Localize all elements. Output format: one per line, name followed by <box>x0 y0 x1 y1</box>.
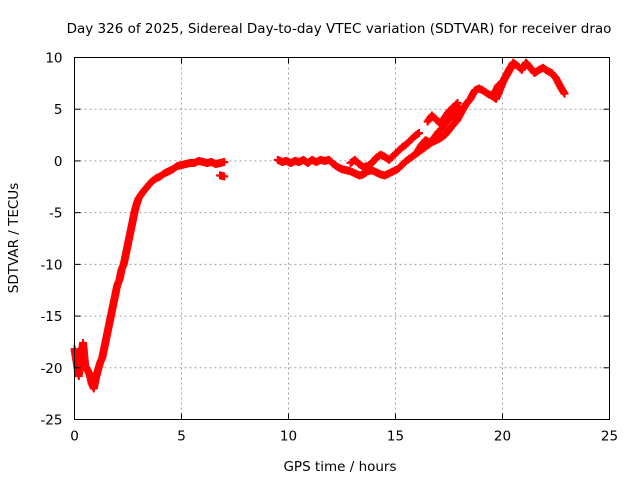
y-tick-label: -5 <box>49 206 62 222</box>
y-tick-label: 10 <box>45 51 62 67</box>
x-tick-label: 0 <box>70 429 79 445</box>
data-point-interp <box>413 130 422 139</box>
x-axis-label: GPS time / hours <box>283 459 396 475</box>
x-tick-labels: 0 5 10 15 20 25 <box>70 429 618 445</box>
data-point-interp <box>452 100 461 109</box>
data-point <box>415 129 424 138</box>
chart-title: Day 326 of 2025, Sidereal Day-to-day VTE… <box>67 21 612 37</box>
y-axis-label: SDTVAR / TECUs <box>6 183 22 293</box>
data-point <box>220 172 229 181</box>
x-tick-label: 15 <box>387 429 404 445</box>
data-point <box>453 99 462 108</box>
y-tick-label: -15 <box>40 309 62 325</box>
axis-ticks <box>74 57 610 420</box>
x-tick-label: 20 <box>494 429 511 445</box>
x-tick-label: 25 <box>601 429 618 445</box>
data-points <box>70 58 569 393</box>
y-tick-label: 0 <box>54 154 63 170</box>
data-point <box>560 89 569 98</box>
plot-frame <box>74 57 610 420</box>
y-tick-label: 5 <box>54 102 63 118</box>
data-point <box>220 157 229 166</box>
y-tick-labels: -25 -20 -15 -10 -5 0 5 10 <box>40 51 62 429</box>
y-tick-label: -10 <box>40 257 62 273</box>
y-tick-label: -20 <box>40 361 62 377</box>
grid-lines <box>74 57 610 420</box>
x-tick-label: 10 <box>280 429 297 445</box>
x-tick-label: 5 <box>177 429 186 445</box>
data-point <box>507 63 516 72</box>
y-tick-label: -25 <box>40 413 62 429</box>
